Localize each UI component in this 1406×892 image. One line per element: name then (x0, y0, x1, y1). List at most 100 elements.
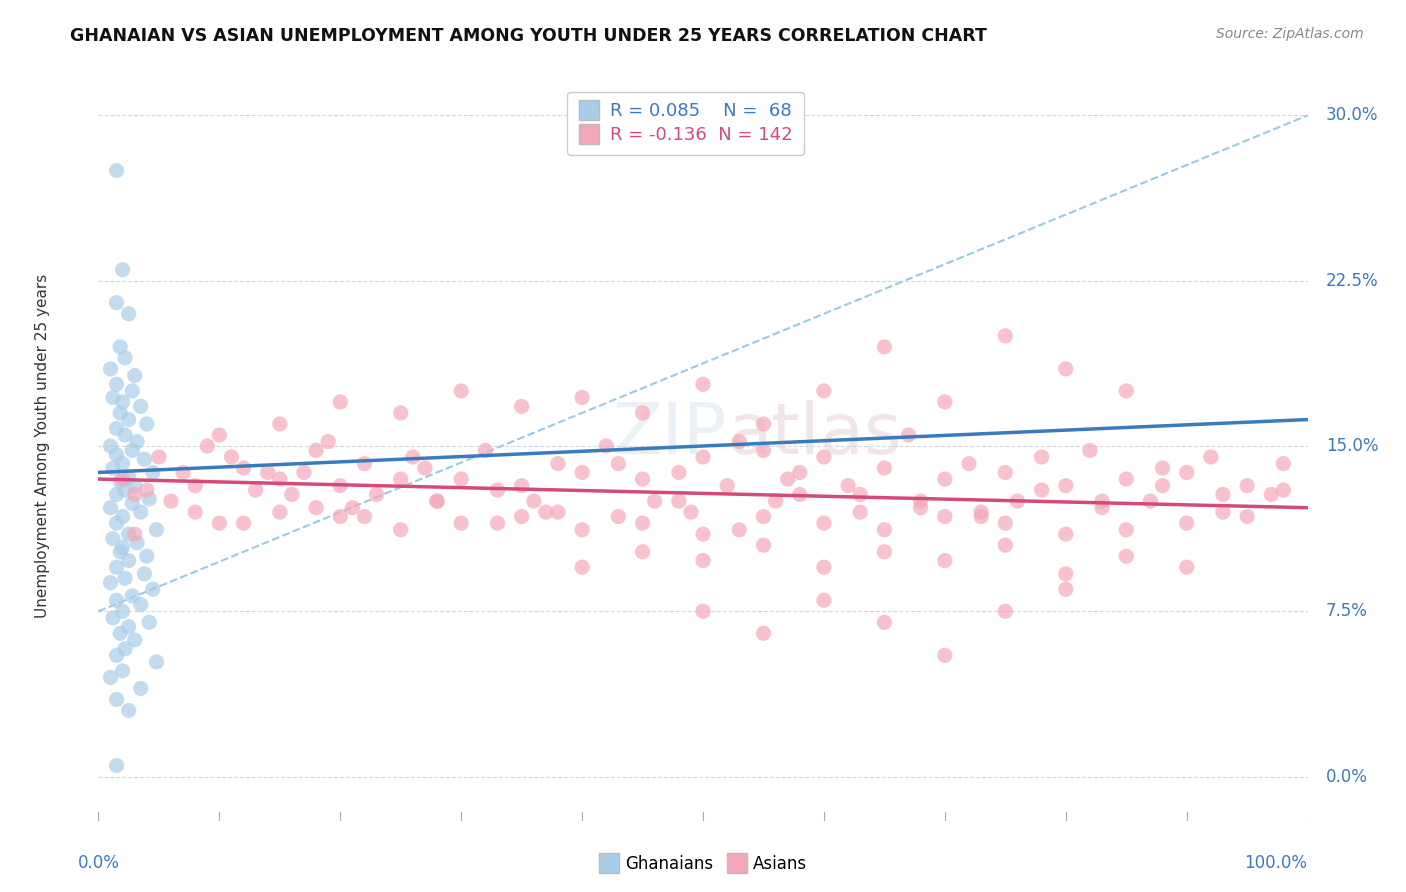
Point (101, 532, 124, 546)
Point (934, 509, 956, 524)
Point (135, 483, 157, 497)
Point (105, 421, 128, 435)
Point (474, 443, 496, 458)
Point (970, 509, 993, 524)
Point (765, 494, 787, 508)
Point (342, 500, 364, 515)
Point (108, 545, 131, 559)
Point (138, 491, 160, 506)
Point (934, 472, 956, 486)
Point (134, 566, 156, 581)
Point (402, 450, 425, 464)
Legend: Ghanaians, Asians: Ghanaians, Asians (592, 848, 814, 880)
Point (571, 560, 593, 574)
Point (1199, 450, 1222, 464)
Point (353, 457, 375, 471)
Point (994, 466, 1017, 480)
Point (728, 523, 751, 537)
Point (994, 328, 1017, 343)
Point (510, 478, 533, 492)
Point (101, 461, 124, 475)
Point (450, 384, 472, 398)
Point (631, 516, 654, 530)
Point (142, 582, 165, 597)
Point (121, 443, 143, 458)
Point (1078, 443, 1101, 458)
Point (105, 516, 128, 530)
Point (1115, 472, 1137, 486)
Point (138, 615, 160, 630)
Point (849, 487, 872, 501)
Point (105, 692, 128, 706)
Text: GHANAIAN VS ASIAN UNEMPLOYMENT AMONG YOUTH UNDER 25 YEARS CORRELATION CHART: GHANAIAN VS ASIAN UNEMPLOYMENT AMONG YOU… (70, 27, 987, 45)
Point (172, 466, 194, 480)
Point (547, 457, 569, 471)
Point (232, 461, 254, 475)
Point (1175, 516, 1198, 530)
Point (135, 417, 157, 431)
Point (631, 472, 654, 486)
Point (1054, 362, 1077, 376)
Point (111, 395, 134, 409)
Point (1054, 566, 1077, 581)
Point (292, 466, 315, 480)
Point (910, 500, 932, 515)
Point (486, 516, 509, 530)
Point (692, 377, 714, 392)
Point (837, 478, 859, 492)
Point (813, 560, 835, 574)
Point (208, 428, 231, 442)
Point (121, 589, 143, 603)
Point (692, 604, 714, 618)
Point (668, 466, 690, 480)
Point (105, 295, 128, 310)
Point (105, 560, 128, 574)
Point (873, 615, 896, 630)
Point (668, 494, 690, 508)
Point (142, 466, 165, 480)
Point (134, 452, 156, 467)
Point (486, 483, 509, 497)
Point (910, 494, 932, 508)
Point (644, 494, 666, 508)
Point (1212, 487, 1234, 501)
Point (124, 478, 146, 492)
Point (1272, 457, 1295, 471)
Text: 0.0%: 0.0% (1326, 767, 1368, 786)
Point (934, 553, 956, 567)
Point (100, 439, 122, 453)
Point (100, 575, 122, 590)
Point (510, 400, 533, 414)
Text: 30.0%: 30.0% (1326, 106, 1378, 125)
Point (692, 553, 714, 567)
Point (1054, 582, 1077, 597)
Point (1152, 461, 1174, 475)
Point (118, 553, 141, 567)
Point (1175, 560, 1198, 574)
Point (607, 457, 630, 471)
Point (208, 516, 231, 530)
Point (118, 527, 141, 541)
Point (692, 527, 714, 541)
Point (873, 461, 896, 475)
Point (752, 538, 775, 552)
Point (1236, 478, 1258, 492)
Point (389, 523, 412, 537)
Point (111, 541, 134, 555)
Point (135, 549, 157, 564)
Point (679, 505, 702, 519)
Point (994, 538, 1017, 552)
Point (105, 163, 128, 178)
Point (813, 593, 835, 607)
Point (1091, 494, 1114, 508)
Point (1031, 483, 1053, 497)
Point (114, 641, 136, 656)
Point (108, 406, 131, 420)
Text: 0.0%: 0.0% (77, 854, 120, 871)
Point (994, 604, 1017, 618)
Point (111, 604, 134, 618)
Point (269, 472, 291, 486)
Point (101, 391, 124, 405)
Point (1091, 500, 1114, 515)
Point (897, 428, 920, 442)
